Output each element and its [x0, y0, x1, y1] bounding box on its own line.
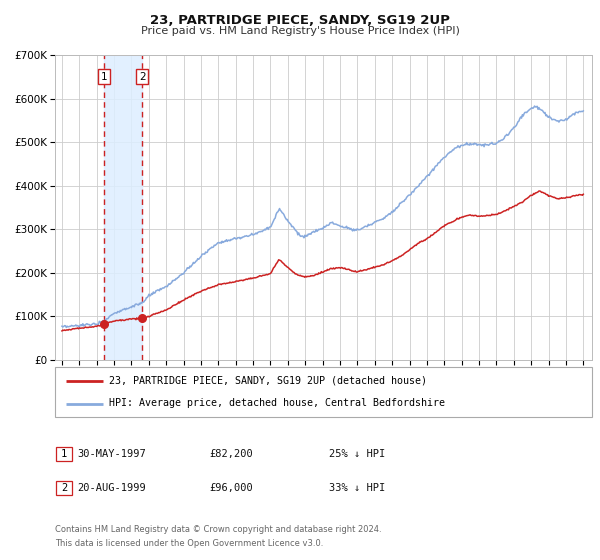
- Text: 23, PARTRIDGE PIECE, SANDY, SG19 2UP: 23, PARTRIDGE PIECE, SANDY, SG19 2UP: [150, 13, 450, 27]
- Text: 1: 1: [101, 72, 107, 82]
- Text: Contains HM Land Registry data © Crown copyright and database right 2024.: Contains HM Land Registry data © Crown c…: [55, 525, 382, 534]
- Text: 30-MAY-1997: 30-MAY-1997: [77, 449, 146, 459]
- Bar: [104, 55, 142, 360]
- FancyBboxPatch shape: [56, 481, 72, 495]
- Text: HPI: Average price, detached house, Central Bedfordshire: HPI: Average price, detached house, Cent…: [109, 399, 445, 408]
- Text: 23, PARTRIDGE PIECE, SANDY, SG19 2UP (detached house): 23, PARTRIDGE PIECE, SANDY, SG19 2UP (de…: [109, 376, 427, 385]
- Text: This data is licensed under the Open Government Licence v3.0.: This data is licensed under the Open Gov…: [55, 539, 323, 548]
- Text: 1: 1: [61, 449, 67, 459]
- Text: Price paid vs. HM Land Registry's House Price Index (HPI): Price paid vs. HM Land Registry's House …: [140, 26, 460, 36]
- Text: 25% ↓ HPI: 25% ↓ HPI: [329, 449, 385, 459]
- Text: 20-AUG-1999: 20-AUG-1999: [77, 483, 146, 493]
- Text: 33% ↓ HPI: 33% ↓ HPI: [329, 483, 385, 493]
- Text: 2: 2: [139, 72, 146, 82]
- FancyBboxPatch shape: [56, 447, 72, 461]
- Text: 2: 2: [61, 483, 67, 493]
- Text: £96,000: £96,000: [209, 483, 253, 493]
- FancyBboxPatch shape: [55, 367, 592, 417]
- Text: £82,200: £82,200: [209, 449, 253, 459]
